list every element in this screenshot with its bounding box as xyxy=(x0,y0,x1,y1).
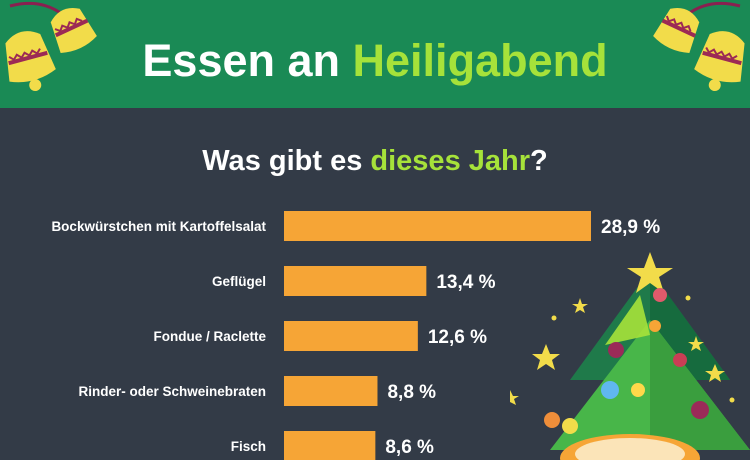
value-label: 8,6 % xyxy=(385,437,434,458)
category-label: Fondue / Raclette xyxy=(153,329,266,344)
christmas-tree-icon xyxy=(510,252,750,460)
subtitle-part2: dieses Jahr xyxy=(370,145,531,177)
bar xyxy=(284,321,418,351)
header-banner xyxy=(0,0,750,108)
title-part2: Heiligabend xyxy=(352,35,608,86)
category-label: Bockwürstchen mit Kartoffelsalat xyxy=(51,219,266,234)
bar xyxy=(284,376,378,406)
category-label: Fisch xyxy=(231,439,266,454)
value-label: 13,4 % xyxy=(436,272,495,293)
subtitle-part3: ? xyxy=(530,145,548,177)
bells-right-icon xyxy=(653,1,745,92)
category-label: Rinder- oder Schweinebraten xyxy=(78,384,266,399)
title-part1: Essen an xyxy=(142,35,341,86)
chart-subtitle: Was gibt es dieses Jahr? xyxy=(0,143,750,179)
page-title: Essen an Heiligabend xyxy=(0,35,750,87)
bar xyxy=(284,211,591,241)
bar xyxy=(284,431,376,460)
subtitle-part1: Was gibt es xyxy=(202,145,363,177)
value-label: 8,8 % xyxy=(387,382,436,403)
category-label: Geflügel xyxy=(212,274,266,289)
bar xyxy=(284,266,427,296)
value-label: 28,9 % xyxy=(601,217,660,238)
value-label: 12,6 % xyxy=(428,327,487,348)
bells-left-icon xyxy=(5,1,97,92)
